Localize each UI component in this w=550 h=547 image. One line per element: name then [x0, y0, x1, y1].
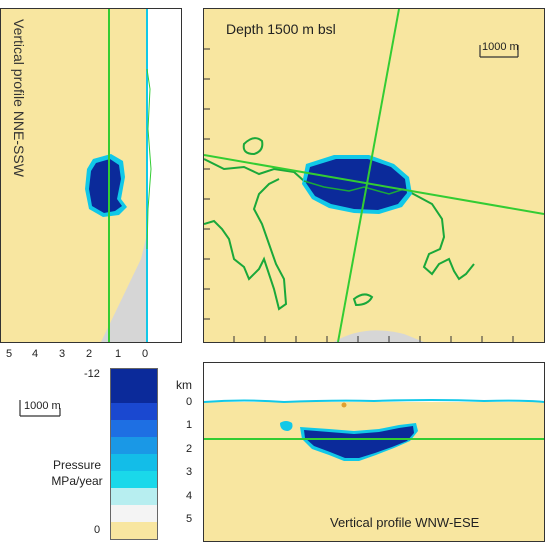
legend-colorbar: [110, 368, 158, 540]
y-tick: 0: [186, 396, 193, 408]
profile-line-nne-ssw: [337, 9, 400, 342]
bottom-profile-label: Vertical profile WNW-ESE: [330, 515, 480, 530]
left-profile-plot: [85, 9, 181, 342]
legend-top-value: -12: [84, 368, 100, 380]
x-tick: 4: [32, 348, 39, 360]
coastline: [204, 178, 288, 311]
legend-swatch: [111, 454, 157, 471]
left-profile-panel: Vertical profile NNE-SSW: [0, 8, 182, 343]
legend-title-line2: MPa/year: [51, 474, 103, 488]
body-core: [304, 426, 414, 458]
y-tick: 3: [186, 466, 193, 478]
legend-swatch: [111, 369, 157, 403]
map-scale-label: 1000 m: [482, 41, 519, 53]
coastline: [204, 158, 475, 281]
x-tick: 1: [115, 348, 122, 360]
x-tick: 3: [59, 348, 66, 360]
y-tick: 4: [186, 490, 193, 502]
legend-swatch: [111, 437, 157, 454]
map-title: Depth 1500 m bsl: [226, 21, 336, 37]
y-tick: 1: [186, 419, 193, 431]
y-tick: 2: [186, 443, 193, 455]
gray-region: [334, 330, 424, 342]
y-tick: 5: [186, 513, 193, 525]
bottom-axis-unit: km: [176, 378, 192, 392]
gray-region: [101, 234, 147, 342]
profile-line-wnw-ese: [204, 154, 544, 215]
surface-topo: [146, 68, 152, 250]
legend-bottom-value: 0: [94, 524, 101, 536]
map-tick-marks: [204, 48, 514, 342]
bottom-profile-plot: [204, 363, 544, 461]
left-profile-label: Vertical profile NNE-SSW: [11, 19, 27, 177]
x-tick: 5: [6, 348, 13, 360]
x-tick: 2: [86, 348, 93, 360]
air-region: [204, 363, 544, 402]
island: [352, 293, 374, 307]
body-halo: [280, 421, 293, 431]
legend-swatch: [111, 505, 157, 522]
surface-line: [204, 399, 544, 404]
legend-swatch: [111, 420, 157, 437]
legend-swatch: [111, 522, 157, 539]
map-scale-bar: [479, 45, 519, 58]
x-tick: 0: [142, 348, 149, 360]
surface-marker: [341, 402, 347, 408]
map-plot: [204, 9, 544, 342]
air-region: [147, 9, 181, 342]
legend-swatch: [111, 488, 157, 505]
map-panel: Depth 1500 m bsl 1000 m: [203, 8, 545, 343]
legend-swatch: [111, 471, 157, 488]
legend-swatch: [111, 403, 157, 420]
legend-scale-label: 1000 m: [24, 400, 61, 412]
body-core: [306, 159, 407, 210]
legend-title-line1: Pressure: [52, 458, 102, 472]
legend-scale-bar: 1000 m: [18, 396, 68, 420]
bottom-profile-panel: Vertical profile WNW-ESE: [203, 362, 545, 542]
body-core: [89, 159, 122, 213]
coastline-over-body: [303, 180, 405, 195]
island: [242, 137, 264, 156]
